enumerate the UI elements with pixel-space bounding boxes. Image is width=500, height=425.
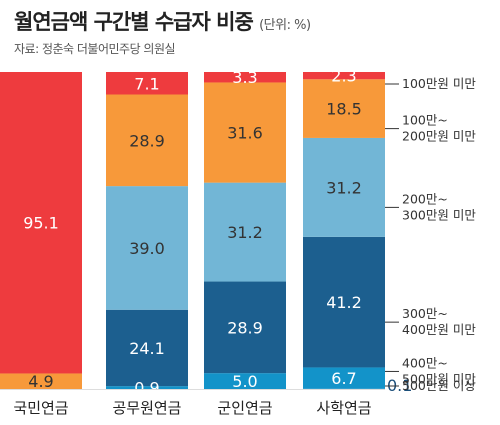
- chart-title: 월연금액 구간별 수급자 비중 (단위: %): [14, 6, 311, 36]
- bar-segment: [106, 72, 188, 95]
- chart-title-text: 월연금액 구간별 수급자 비중: [14, 10, 254, 34]
- data-label: 28.9: [227, 318, 263, 337]
- bar-segment: [204, 82, 286, 183]
- bar-segment: [204, 72, 286, 83]
- source-note: 자료: 정춘숙 더불어민주당 의원실: [14, 42, 176, 56]
- category-label: 군인연금: [217, 399, 272, 417]
- category-label: 국민연금: [13, 399, 68, 417]
- legend-label: 200만~: [402, 191, 448, 206]
- legend-label: 300만원 미만: [402, 207, 476, 222]
- legend-label: 100만원 미만: [402, 76, 476, 91]
- data-label: 28.9: [129, 131, 165, 150]
- legend-label: 500만원 미만: [402, 371, 476, 386]
- bar-segment: [106, 94, 188, 187]
- bar-segment: [106, 309, 188, 387]
- bar-segment: [204, 182, 286, 282]
- bar-segment: [0, 72, 82, 374]
- legend-label: 400만~: [402, 355, 448, 370]
- legend-label: 500만원 이상: [402, 378, 476, 393]
- data-label: 31.6: [227, 124, 263, 143]
- data-label: 5.0: [232, 372, 257, 391]
- bar-segment: [303, 367, 385, 389]
- legend-label: 100만~: [402, 113, 448, 128]
- bar-segment: [0, 373, 82, 389]
- data-label: 7.1: [134, 74, 159, 93]
- legend-label: 300만~: [402, 306, 448, 321]
- data-label: 95.1: [23, 214, 59, 233]
- category-label: 공무원연금: [112, 399, 181, 417]
- data-label: 18.5: [326, 100, 362, 119]
- data-label: 24.1: [129, 339, 165, 358]
- bar-segment: [204, 281, 286, 374]
- unit-label: (단위: %): [259, 18, 311, 33]
- data-label: 39.0: [129, 239, 165, 258]
- category-label: 사학연금: [316, 399, 371, 417]
- data-label: 0.1: [387, 376, 412, 395]
- bar-segment: [303, 79, 385, 138]
- bar-segment: [106, 186, 188, 310]
- bar-segment: [106, 386, 188, 389]
- data-label: 31.2: [326, 178, 362, 197]
- data-label: 3.3: [232, 68, 257, 87]
- data-label: 31.2: [227, 223, 263, 242]
- data-label: 41.2: [326, 293, 362, 312]
- bar-segment: [303, 236, 385, 368]
- data-label: 6.7: [331, 369, 356, 388]
- bar-segment: [303, 72, 385, 80]
- bar-segment: [303, 137, 385, 237]
- data-label: 2.3: [331, 67, 356, 86]
- data-label: 4.9: [28, 372, 53, 391]
- legend-label: 200만원 미만: [402, 129, 476, 144]
- data-label: 0.9: [134, 379, 159, 398]
- bar-segment: [204, 373, 286, 389]
- legend-label: 400만원 미만: [402, 322, 476, 337]
